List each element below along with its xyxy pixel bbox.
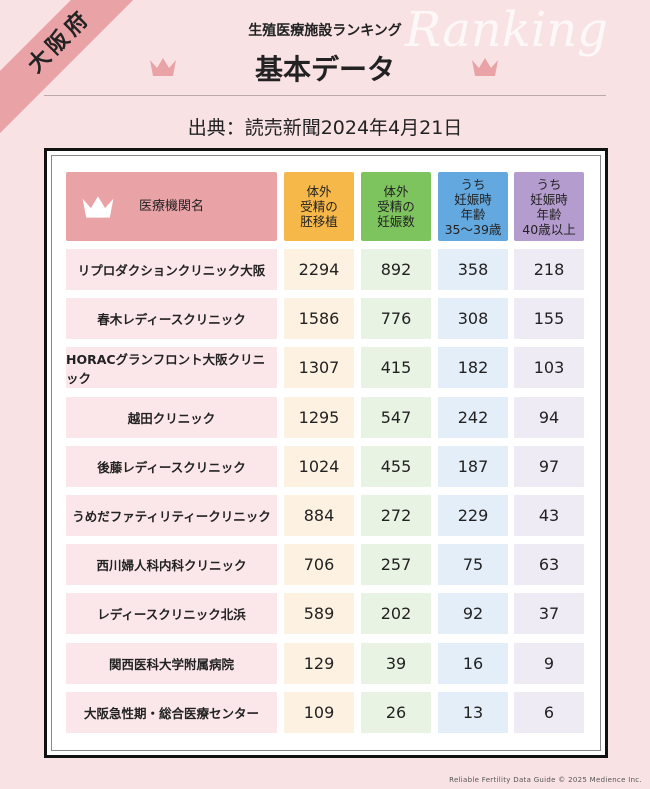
table-cell: 94 [514,396,584,438]
institution-name: リプロダクションクリニック大阪 [66,249,277,290]
institution-name: 西川婦人科内科クリニック [66,544,277,586]
table-cell: 43 [514,495,584,536]
institution-name: 後藤レディースクリニック [66,445,277,487]
footer-credit: Reliable Fertility Data Guide © 2025 Med… [449,776,642,784]
subtitle: 生殖医療施設ランキング [248,23,402,39]
column-header: 医療機関名 [66,172,277,241]
institution-name: 関西医科大学附属病院 [66,642,277,684]
table-cell: 589 [284,593,354,635]
table-cell: 308 [438,298,508,340]
crown-icon [472,58,498,76]
table-cell: 358 [438,249,508,290]
crown-icon [82,196,114,218]
institution-name: うめだファティリティークリニック [66,495,277,536]
table-cell: 182 [438,347,508,389]
table-cell: 229 [438,495,508,536]
institution-name: レディースクリニック北浜 [66,593,277,635]
table-cell: 92 [438,593,508,635]
table-cell: 6 [514,691,584,733]
table-cell: 37 [514,593,584,635]
table-cell: 776 [361,298,431,340]
table-cell: 218 [514,249,584,290]
column-header: 体外 受精の 妊娠数 [361,172,431,241]
watermark: Ranking [405,2,608,58]
table-cell: 202 [361,593,431,635]
table-cell: 884 [284,495,354,536]
table-cell: 155 [514,298,584,340]
column-header: うち 妊娠時 年齢 40歳以上 [514,172,584,241]
table-cell: 2294 [284,249,354,290]
table-cell: 1586 [284,298,354,340]
institution-name: HORACグランフロント大阪クリニック [66,347,277,389]
table-cell: 109 [284,691,354,733]
table-cell: 1295 [284,396,354,438]
divider [44,95,606,96]
table-cell: 26 [361,691,431,733]
institution-name: 春木レディースクリニック [66,298,277,340]
table-cell: 272 [361,495,431,536]
table-cell: 1307 [284,347,354,389]
table-cell: 75 [438,544,508,586]
table-cell: 455 [361,445,431,487]
source-text: 出典：読売新聞2024年4月21日 [187,117,463,139]
table-cell: 415 [361,347,431,389]
table-cell: 9 [514,642,584,684]
column-header: 体外 受精の 胚移植 [284,172,354,241]
table-cell: 13 [438,691,508,733]
table-cell: 1024 [284,445,354,487]
table-cell: 892 [361,249,431,290]
column-header: うち 妊娠時 年齢 35～39歳 [438,172,508,241]
table-cell: 129 [284,642,354,684]
institution-name: 大阪急性期・総合医療センター [66,691,277,733]
table-cell: 97 [514,445,584,487]
table-cell: 39 [361,642,431,684]
crown-icon [150,58,176,76]
table-cell: 547 [361,396,431,438]
table-cell: 16 [438,642,508,684]
table-cell: 63 [514,544,584,586]
table-cell: 242 [438,396,508,438]
table-cell: 257 [361,544,431,586]
table-cell: 103 [514,347,584,389]
table-cell: 706 [284,544,354,586]
institution-name: 越田クリニック [66,396,277,438]
page-title: 基本データ [254,53,395,86]
table-cell: 187 [438,445,508,487]
